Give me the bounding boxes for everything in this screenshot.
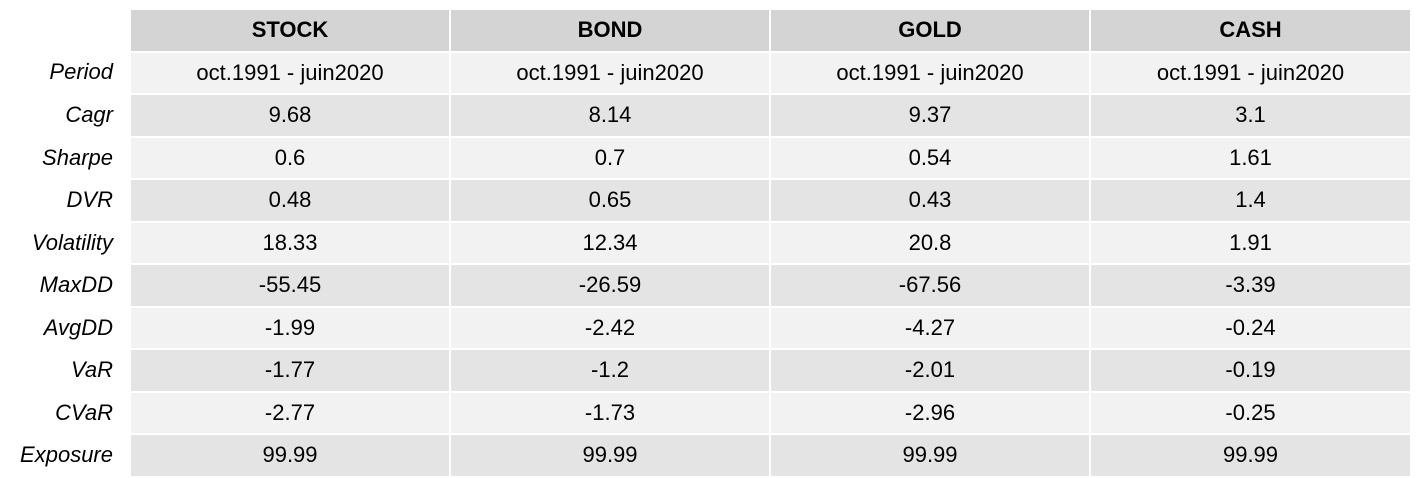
table-cell: -0.19 xyxy=(1089,349,1410,393)
table-cell: 0.7 xyxy=(449,136,770,180)
row-label-dvr: DVR xyxy=(0,179,130,223)
table-cell: 99.99 xyxy=(449,434,770,478)
table-cell: -1.77 xyxy=(129,349,450,393)
table-cell: -2.77 xyxy=(129,391,450,435)
table-cell: -1.99 xyxy=(129,306,450,350)
table-cell: 9.68 xyxy=(129,94,450,138)
table-cell: 99.99 xyxy=(129,434,450,478)
table-cell: 1.61 xyxy=(1089,136,1410,180)
table-cell: 20.8 xyxy=(769,221,1090,265)
table-cell: -1.2 xyxy=(449,349,770,393)
table-row-period: Period oct.1991 - juin2020 oct.1991 - ju… xyxy=(0,51,1410,95)
table-cell: 1.91 xyxy=(1089,221,1410,265)
table-cell: -2.96 xyxy=(769,391,1090,435)
row-label-sharpe: Sharpe xyxy=(0,136,130,180)
row-label-exposure: Exposure xyxy=(0,434,130,478)
table-row-volatility: Volatility 18.33 12.34 20.8 1.91 xyxy=(0,221,1410,265)
column-header-gold: GOLD xyxy=(769,10,1090,53)
table-cell: -67.56 xyxy=(769,264,1090,308)
table-row-exposure: Exposure 99.99 99.99 99.99 99.99 xyxy=(0,434,1410,478)
table-cell: 0.43 xyxy=(769,179,1090,223)
table-cell: oct.1991 - juin2020 xyxy=(129,51,450,95)
row-label-avgdd: AvgDD xyxy=(0,306,130,350)
table-corner-cell xyxy=(0,10,130,52)
table-cell: 0.48 xyxy=(129,179,450,223)
table-row-avgdd: AvgDD -1.99 -2.42 -4.27 -0.24 xyxy=(0,306,1410,350)
table-cell: -2.42 xyxy=(449,306,770,350)
table-cell: oct.1991 - juin2020 xyxy=(1089,51,1410,95)
table-cell: 99.99 xyxy=(1089,434,1410,478)
stats-table: STOCK BOND GOLD CASH Period oct.1991 - j… xyxy=(0,10,1410,478)
table-cell: -55.45 xyxy=(129,264,450,308)
table-row-sharpe: Sharpe 0.6 0.7 0.54 1.61 xyxy=(0,136,1410,180)
table-cell: 8.14 xyxy=(449,94,770,138)
table-cell: 3.1 xyxy=(1089,94,1410,138)
row-label-cagr: Cagr xyxy=(0,94,130,138)
table-cell: 99.99 xyxy=(769,434,1090,478)
stats-table-container: STOCK BOND GOLD CASH Period oct.1991 - j… xyxy=(0,10,1418,478)
row-label-maxdd: MaxDD xyxy=(0,264,130,308)
table-cell: 9.37 xyxy=(769,94,1090,138)
table-cell: -1.73 xyxy=(449,391,770,435)
row-label-var: VaR xyxy=(0,349,130,393)
row-label-volatility: Volatility xyxy=(0,221,130,265)
row-label-cvar: CVaR xyxy=(0,391,130,435)
row-label-period: Period xyxy=(0,51,130,95)
table-cell: oct.1991 - juin2020 xyxy=(769,51,1090,95)
table-cell: oct.1991 - juin2020 xyxy=(449,51,770,95)
table-cell: 0.65 xyxy=(449,179,770,223)
table-cell: -0.25 xyxy=(1089,391,1410,435)
table-header-row: STOCK BOND GOLD CASH xyxy=(0,10,1410,53)
column-header-cash: CASH xyxy=(1089,10,1410,53)
table-row-cagr: Cagr 9.68 8.14 9.37 3.1 xyxy=(0,94,1410,138)
table-cell: -26.59 xyxy=(449,264,770,308)
table-cell: -2.01 xyxy=(769,349,1090,393)
table-cell: 1.4 xyxy=(1089,179,1410,223)
column-header-bond: BOND xyxy=(449,10,770,53)
table-cell: -0.24 xyxy=(1089,306,1410,350)
table-row-var: VaR -1.77 -1.2 -2.01 -0.19 xyxy=(0,349,1410,393)
table-cell: 0.6 xyxy=(129,136,450,180)
table-cell: 12.34 xyxy=(449,221,770,265)
table-row-maxdd: MaxDD -55.45 -26.59 -67.56 -3.39 xyxy=(0,264,1410,308)
table-cell: 0.54 xyxy=(769,136,1090,180)
column-header-stock: STOCK xyxy=(129,10,450,53)
table-row-cvar: CVaR -2.77 -1.73 -2.96 -0.25 xyxy=(0,391,1410,435)
table-cell: -3.39 xyxy=(1089,264,1410,308)
table-row-dvr: DVR 0.48 0.65 0.43 1.4 xyxy=(0,179,1410,223)
table-cell: -4.27 xyxy=(769,306,1090,350)
table-cell: 18.33 xyxy=(129,221,450,265)
